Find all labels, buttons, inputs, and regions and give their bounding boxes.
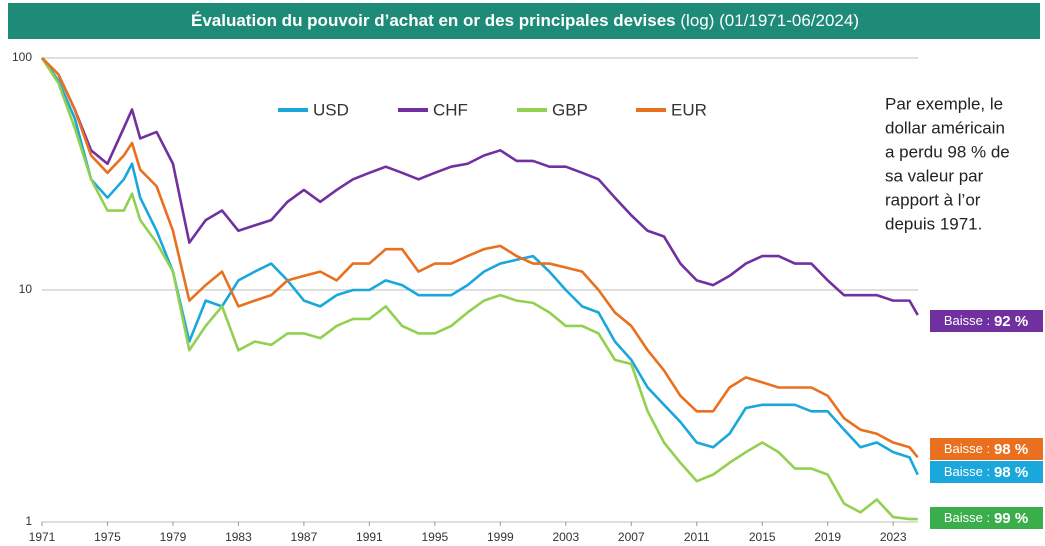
- x-tick-label: 2007: [618, 530, 645, 544]
- end-label-value: 98 %: [994, 464, 1028, 481]
- end-label-value: 99 %: [994, 510, 1028, 527]
- end-label-prefix: Baisse :: [944, 441, 990, 456]
- x-tick-label: 1979: [160, 530, 187, 544]
- x-tick-label: 2019: [814, 530, 841, 544]
- x-tick-label: 1995: [421, 530, 448, 544]
- y-tick-label: 100: [12, 50, 32, 64]
- legend-label: CHF: [433, 100, 468, 119]
- annotation-line: a perdu 98 % de: [885, 142, 1010, 161]
- x-tick-label: 2015: [749, 530, 776, 544]
- series-line: [41, 57, 919, 316]
- annotation-line: depuis 1971.: [885, 214, 982, 233]
- x-tick-label: 2003: [552, 530, 579, 544]
- x-tick-label: 1975: [94, 530, 121, 544]
- end-label-box: [930, 507, 1043, 529]
- x-tick-label: 1987: [291, 530, 318, 544]
- legend-label: GBP: [552, 100, 588, 119]
- end-label: Baisse : 98 %: [944, 441, 1028, 458]
- end-label: Baisse : 92 %: [944, 313, 1028, 330]
- title-suffix: (log) (01/1971-06/2024): [680, 11, 859, 30]
- series-line: [40, 57, 918, 521]
- x-tick-label: 1971: [29, 530, 56, 544]
- annotation-line: dollar américain: [885, 118, 1005, 137]
- end-label: Baisse : 98 %: [944, 464, 1028, 481]
- x-tick-label: 1983: [225, 530, 252, 544]
- title-main: Évaluation du pouvoir d’achat en or des …: [191, 11, 676, 30]
- x-tick-label: 2023: [880, 530, 907, 544]
- end-label-value: 98 %: [994, 441, 1028, 458]
- end-label-box: [930, 461, 1043, 483]
- annotation-line: rapport à l’or: [885, 190, 981, 209]
- annotation-line: Par exemple, le: [885, 94, 1003, 113]
- x-tick-label: 2011: [684, 530, 710, 544]
- y-tick-label: 1: [25, 514, 32, 528]
- end-label-box: [930, 438, 1043, 460]
- end-label-prefix: Baisse :: [944, 464, 990, 479]
- legend-label: EUR: [671, 100, 707, 119]
- x-tick-label: 1991: [356, 530, 383, 544]
- end-label-box: [930, 310, 1043, 332]
- title-banner: [8, 3, 1040, 39]
- end-label-value: 92 %: [994, 313, 1028, 330]
- legend-label: USD: [313, 100, 349, 119]
- x-tick-label: 1999: [487, 530, 514, 544]
- series-line: [41, 57, 919, 459]
- annotation-line: sa valeur par: [885, 166, 984, 185]
- end-label: Baisse : 99 %: [944, 510, 1028, 527]
- end-label-prefix: Baisse :: [944, 510, 990, 525]
- chart-title: Évaluation du pouvoir d’achat en or des …: [191, 11, 859, 30]
- y-tick-label: 10: [19, 282, 33, 296]
- series-line: [40, 57, 919, 476]
- end-label-prefix: Baisse :: [944, 313, 990, 328]
